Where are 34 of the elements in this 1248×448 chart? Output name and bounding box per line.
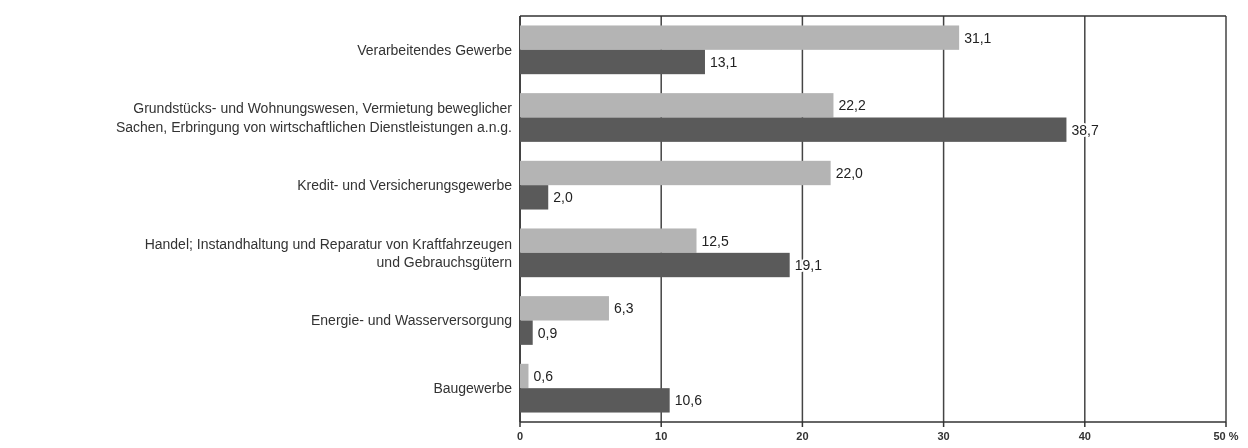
y-tick-label: Verarbeitendes Gewerbe [357,41,513,58]
data-label: 10,6 [674,392,703,409]
bar [520,93,834,118]
bar [520,320,533,345]
data-label: 12,5 [701,232,729,249]
y-tick-label: Baugewerbe [433,380,513,397]
y-tick-label: Handel; Instandhaltung und Reparatur von Kraftfahrzeugen und Gebrauchsgütern [144,235,512,270]
bar [520,49,705,75]
bar [520,160,831,186]
data-label: 31,1 [964,29,992,46]
data-label: 0,6 [533,367,554,384]
bar [520,296,609,321]
data-label: 0,9 [537,324,558,341]
bar [520,388,670,413]
data-label: 22,2 [838,97,866,114]
data-label: 2,0 [553,189,573,206]
bar [520,228,697,253]
y-tick-label: Grundstücks- und Wohnungswesen, Vermietung beweglicher Sachen, Erbringung von wirtschaftlichen Dienstleistungen a.n.g. [115,100,513,135]
x-tick-label: 30 [937,430,950,442]
x-tick-label: 20 [796,430,809,442]
x-tick-label: 40 [1078,430,1091,442]
data-label: 22,0 [835,164,864,181]
bar [520,252,790,278]
x-tick-label: 10 [655,430,668,442]
bar [520,185,549,210]
bar [520,25,960,50]
y-tick-label: Energie- und Wasserversorgung [310,312,512,329]
data-label: 13,1 [709,53,738,70]
x-tick-label: 0 [516,430,524,442]
bar [520,363,529,389]
y-tick-label: Kredit- und Versicherungsgewerbe [297,177,513,194]
x-tick-label: 50 % [1213,430,1239,442]
bar [520,117,1067,142]
data-label: 6,3 [613,300,634,317]
